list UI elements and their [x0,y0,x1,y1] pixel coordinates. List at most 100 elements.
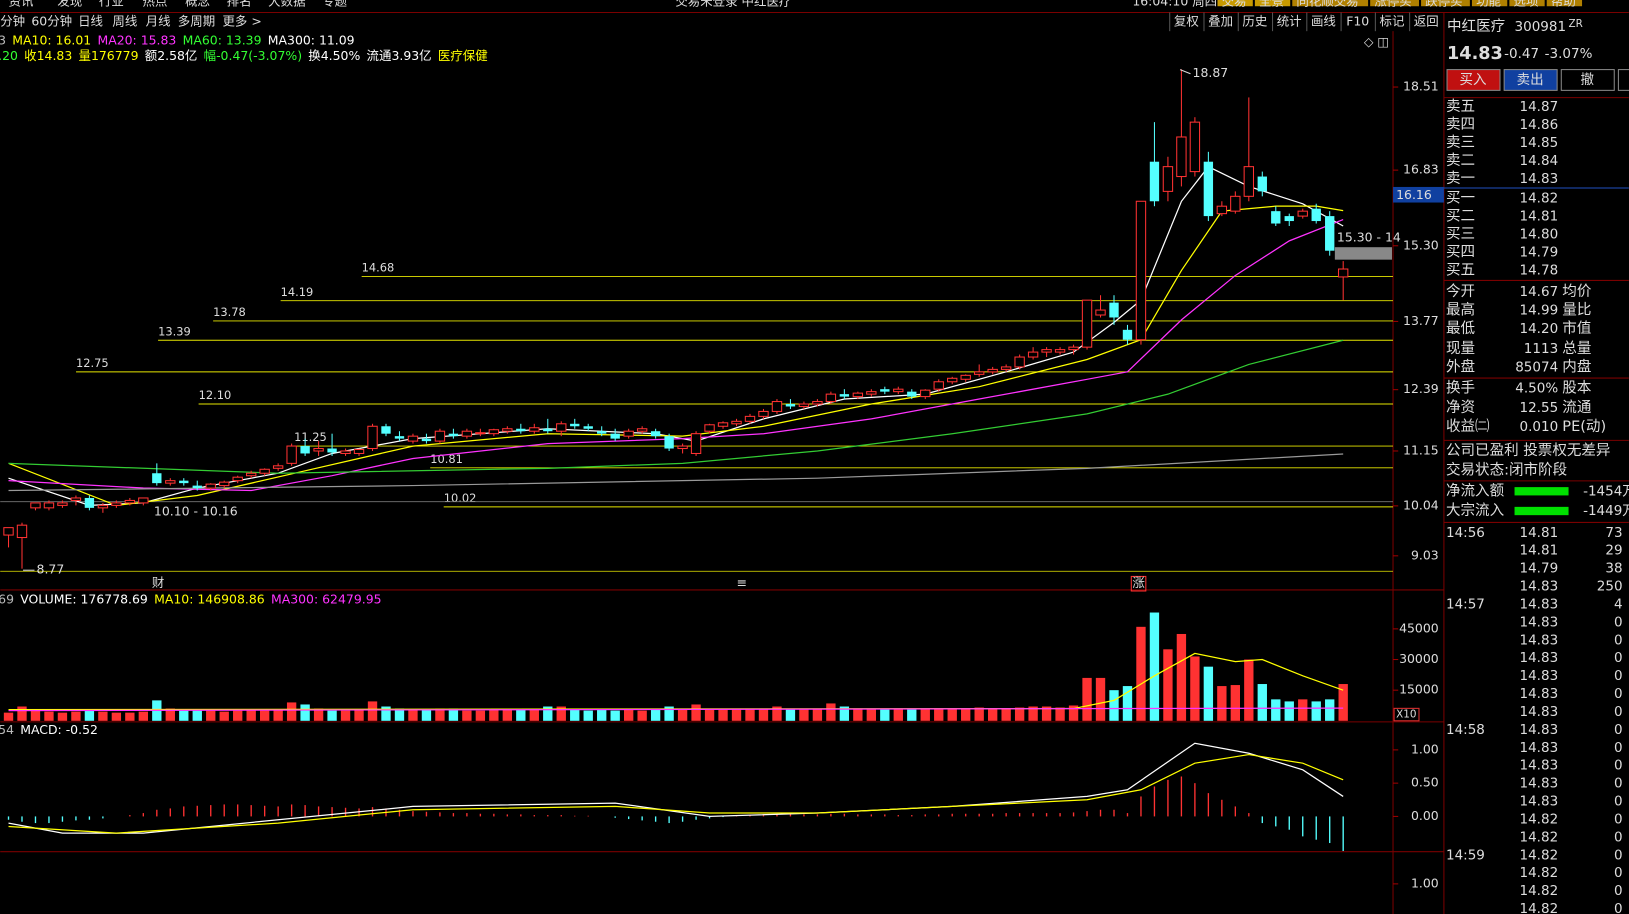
icon[interactable]: ◇ [1364,34,1374,49]
top-button-label[interactable]: 跌停买 [1425,0,1462,9]
trade-button[interactable] [1446,69,1501,91]
trade-button-label[interactable]: 买入 [1459,72,1487,88]
top-button-label[interactable]: 全景 [1259,0,1284,9]
book-label: 卖四 [1446,116,1475,133]
top-menu-item[interactable]: 专题 [322,0,347,9]
event-box [1130,575,1147,592]
tick-time: 14:56 [1446,525,1485,541]
ma-legend-item: MA300: 11.09 [268,32,355,47]
trade-button[interactable] [1503,69,1558,91]
top-menu-item[interactable]: 热点 [143,0,168,9]
volume-bar [448,708,459,721]
top-button[interactable] [1370,0,1419,7]
trade-button-label[interactable]: 撤 [1580,72,1594,88]
event-mark[interactable]: 财 [152,575,164,590]
book-label: 买四 [1446,243,1475,260]
icon[interactable]: ◫ [1377,34,1389,49]
top-menu-item[interactable]: 资讯 [9,0,34,9]
top-button-label[interactable]: 帮助 [1551,0,1576,9]
book-label: 买二 [1446,207,1475,224]
candle-body [313,447,324,452]
trade-button-label[interactable]: 卖出 [1517,72,1544,88]
top-menu-item[interactable]: 行业 [99,0,124,9]
tool-button[interactable]: 统计 [1277,13,1302,28]
tick-price: 14.83 [1520,614,1559,630]
volume-bar [354,709,364,721]
period-tab[interactable]: 分钟 [0,13,25,28]
top-button-label[interactable]: 同花顺交易 [1296,0,1358,9]
candle-body [650,431,661,437]
top-button[interactable] [1254,0,1291,7]
period-tab[interactable]: 周线 [112,13,137,28]
ma-legend-item: MA60: 13.39 [183,32,262,47]
event-mark[interactable]: 涨 [1132,575,1145,590]
top-button-label[interactable]: 交易 [1222,0,1247,9]
trade-button[interactable] [1617,69,1629,91]
stat-value: 4.50% [1515,380,1558,396]
top-button[interactable] [1292,0,1369,7]
stat-value: 14.67 [1520,284,1559,300]
tick-volume: 73 [1605,525,1622,541]
top-button[interactable] [1471,0,1508,7]
top-button[interactable] [1546,0,1583,7]
volume-bar [799,709,809,721]
candle-body [381,426,391,434]
top-button[interactable] [1217,0,1253,7]
volume-bar [947,708,957,721]
trade-button[interactable] [1560,69,1615,91]
candle-body [1271,211,1281,224]
volume-bar [1109,690,1119,721]
volume-bar [866,708,877,721]
top-button-label[interactable]: 选项 [1514,0,1539,9]
top-button-label[interactable]: 涨停买 [1374,0,1411,9]
volume-bar [1041,706,1052,721]
event-mark[interactable]: ≡ [737,575,747,590]
stat-value: 1113 [1524,341,1558,357]
top-menu-item[interactable]: 概念 [185,0,210,9]
volume-bar [1257,684,1267,721]
tool-button[interactable]: 复权 [1174,13,1199,28]
period-tab[interactable]: 多周期 [178,13,215,28]
candle-body [1135,200,1147,341]
book-label: 卖二 [1446,152,1475,169]
top-menu-item[interactable]: 排名 [227,0,252,9]
volume-bar [785,709,796,721]
y-tick-label: 12.39 [1403,381,1439,396]
tool-button[interactable]: 标记 [1380,13,1405,28]
tool-button[interactable]: 画线 [1311,13,1336,28]
candle-body [232,476,243,482]
candle-body [583,426,593,429]
tool-button[interactable]: F10 [1346,13,1369,28]
candle-body [529,427,540,432]
volume-bar [219,711,229,721]
top-button[interactable] [1421,0,1470,7]
candle-body [488,429,500,435]
period-tab[interactable]: 日线 [78,13,103,28]
tool-button[interactable]: 叠加 [1208,13,1233,28]
volume-bar [704,708,715,721]
tick-volume: 0 [1614,704,1623,720]
top-button[interactable] [1509,0,1545,7]
period-tab[interactable]: 月线 [146,13,171,28]
stock-code: 300981 [1515,19,1567,35]
volume-bar [367,701,378,721]
candle-body [448,433,459,437]
volume-bar [812,708,823,721]
candle-body [367,425,378,450]
top-button-label[interactable]: 功能 [1476,0,1501,9]
tick-price: 14.82 [1520,901,1559,914]
tick-price: 14.83 [1520,740,1559,756]
candle-body [907,391,917,397]
info-line-item: 量176779 [79,48,139,63]
tool-button[interactable]: 返回 [1414,13,1439,28]
tool-button[interactable]: 历史 [1242,13,1267,28]
change-pct: -3.07% [1545,46,1593,62]
candle-body [744,415,756,422]
flow-bar [1514,487,1569,496]
period-tab[interactable]: 更多 > [222,13,261,28]
y-tick-label: 18.51 [1403,79,1439,94]
y-tick-label: 30000 [1399,651,1439,666]
period-tab[interactable]: 60分钟 [31,13,72,28]
top-menu-item[interactable]: 发现 [57,0,82,9]
top-menu-item[interactable]: 大数据 [268,0,305,9]
